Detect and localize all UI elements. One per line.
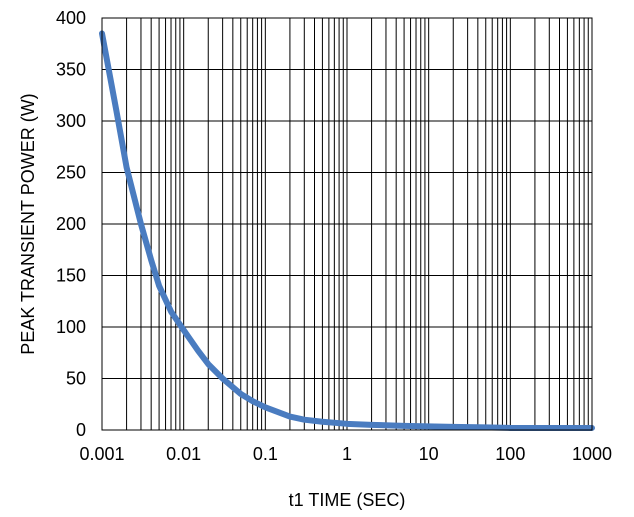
x-tick-labels: 0.001 0.01 0.1 1 10 100 1000 bbox=[79, 444, 612, 464]
x-tick-label: 0.1 bbox=[253, 444, 278, 464]
y-tick-labels: 0 50 100 150 200 250 300 350 400 bbox=[56, 8, 86, 440]
y-tick-label: 350 bbox=[56, 60, 86, 80]
x-tick-label: 10 bbox=[419, 444, 439, 464]
y-axis-label: PEAK TRANSIENT POWER (W) bbox=[18, 93, 38, 354]
series-line bbox=[99, 30, 595, 431]
x-tick-label: 100 bbox=[495, 444, 525, 464]
plot-frame bbox=[101, 17, 593, 431]
y-tick-label: 100 bbox=[56, 317, 86, 337]
y-tick-label: 300 bbox=[56, 111, 86, 131]
x-tick-label: 0.001 bbox=[79, 444, 124, 464]
x-axis-label: t1 TIME (SEC) bbox=[289, 490, 406, 510]
x-tick-label: 1000 bbox=[572, 444, 612, 464]
y-tick-label: 400 bbox=[56, 8, 86, 28]
grid-lines bbox=[101, 17, 593, 431]
series-layer bbox=[99, 30, 595, 431]
x-tick-label: 0.01 bbox=[166, 444, 201, 464]
y-tick-label: 150 bbox=[56, 266, 86, 286]
y-tick-label: 250 bbox=[56, 163, 86, 183]
x-tick-label: 1 bbox=[342, 444, 352, 464]
y-tick-label: 200 bbox=[56, 214, 86, 234]
y-tick-label: 0 bbox=[76, 420, 86, 440]
y-tick-label: 50 bbox=[66, 369, 86, 389]
